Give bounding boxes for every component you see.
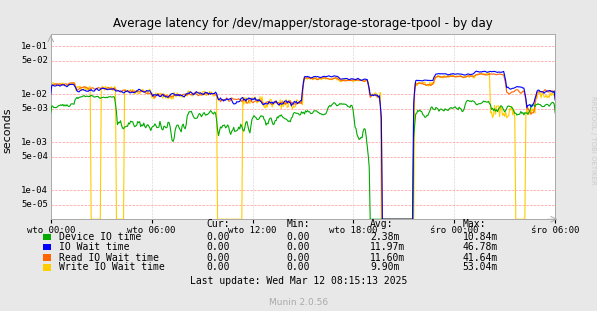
- Text: 5e-03: 5e-03: [21, 104, 48, 114]
- Text: 0.00: 0.00: [287, 242, 310, 252]
- Text: 0.00: 0.00: [287, 232, 310, 242]
- Text: 0.00: 0.00: [206, 262, 229, 272]
- Text: 1e-03: 1e-03: [21, 138, 48, 147]
- Text: Last update: Wed Mar 12 08:15:13 2025: Last update: Wed Mar 12 08:15:13 2025: [190, 276, 407, 285]
- Text: 5e-04: 5e-04: [21, 152, 48, 161]
- Text: 2.38m: 2.38m: [370, 232, 399, 242]
- Text: IO Wait time: IO Wait time: [59, 242, 129, 252]
- Text: RRDTOOL / TOBI OETIKER: RRDTOOL / TOBI OETIKER: [590, 95, 596, 184]
- Text: seconds: seconds: [3, 108, 13, 153]
- Text: 10.84m: 10.84m: [463, 232, 498, 242]
- Text: 0.00: 0.00: [206, 253, 229, 262]
- Text: 11.60m: 11.60m: [370, 253, 405, 262]
- Text: 0.00: 0.00: [287, 262, 310, 272]
- Text: Max:: Max:: [463, 219, 486, 229]
- Title: Average latency for /dev/mapper/storage-storage-tpool - by day: Average latency for /dev/mapper/storage-…: [113, 17, 493, 30]
- Text: Munin 2.0.56: Munin 2.0.56: [269, 298, 328, 307]
- Text: 1e-02: 1e-02: [21, 90, 48, 99]
- Text: 1e-01: 1e-01: [21, 42, 48, 51]
- Text: 46.78m: 46.78m: [463, 242, 498, 252]
- Text: Device IO time: Device IO time: [59, 232, 141, 242]
- Text: 11.97m: 11.97m: [370, 242, 405, 252]
- Text: 41.64m: 41.64m: [463, 253, 498, 262]
- Text: 0.00: 0.00: [206, 232, 229, 242]
- Text: Write IO Wait time: Write IO Wait time: [59, 262, 164, 272]
- Text: 5e-02: 5e-02: [21, 56, 48, 65]
- Text: 5e-05: 5e-05: [21, 200, 48, 209]
- Text: Min:: Min:: [287, 219, 310, 229]
- Text: Cur:: Cur:: [206, 219, 229, 229]
- Text: Avg:: Avg:: [370, 219, 393, 229]
- Text: Read IO Wait time: Read IO Wait time: [59, 253, 158, 262]
- Text: 0.00: 0.00: [287, 253, 310, 262]
- Text: 1e-04: 1e-04: [21, 186, 48, 195]
- Text: 53.04m: 53.04m: [463, 262, 498, 272]
- Text: 9.90m: 9.90m: [370, 262, 399, 272]
- Text: 0.00: 0.00: [206, 242, 229, 252]
